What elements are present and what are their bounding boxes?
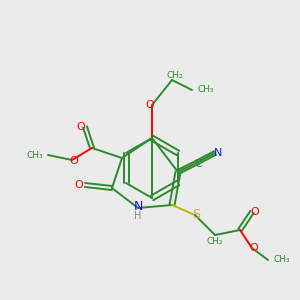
- Text: C: C: [194, 159, 202, 169]
- Text: O: O: [250, 207, 260, 217]
- Text: CH₃: CH₃: [273, 256, 290, 265]
- Text: O: O: [250, 243, 258, 253]
- Text: O: O: [146, 100, 154, 110]
- Text: O: O: [76, 122, 85, 132]
- Text: CH₂: CH₂: [207, 236, 223, 245]
- Text: O: O: [70, 156, 78, 166]
- Text: CH₃: CH₃: [26, 151, 43, 160]
- Text: CH₃: CH₃: [197, 85, 214, 94]
- Text: N: N: [214, 148, 222, 158]
- Text: CH₂: CH₂: [167, 71, 183, 80]
- Text: S: S: [192, 208, 200, 221]
- Text: N: N: [133, 200, 143, 214]
- Text: O: O: [75, 180, 83, 190]
- Text: H: H: [134, 211, 142, 221]
